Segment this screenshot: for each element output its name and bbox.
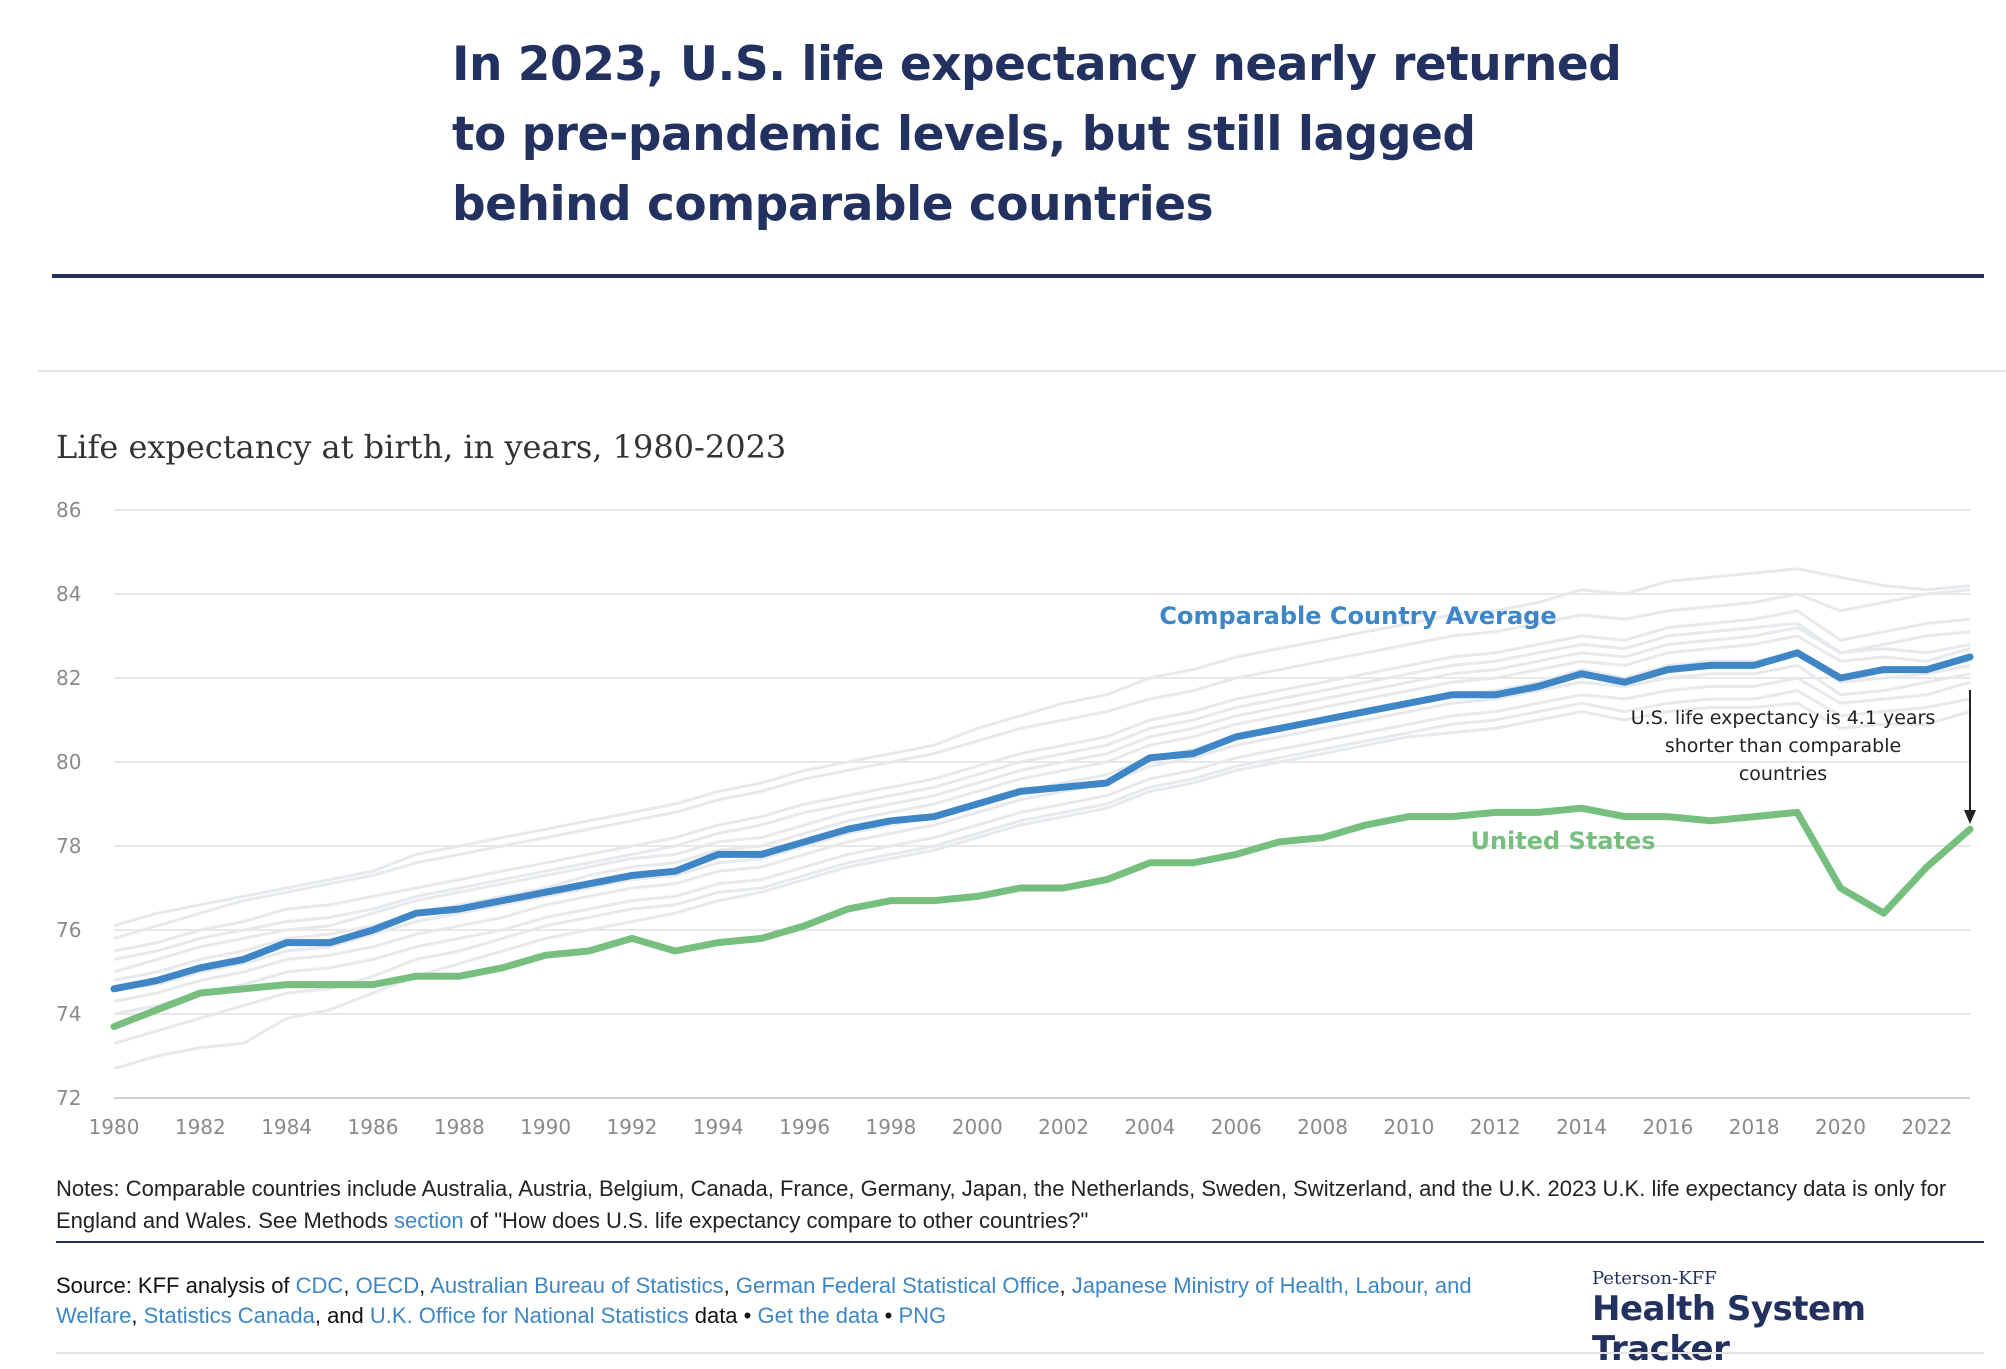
- comparable-series-label: Comparable Country Average: [1159, 602, 1556, 630]
- x-tick-label: 2016: [1642, 1115, 1693, 1139]
- country-line: [113, 588, 1971, 940]
- comparable-average-line: [110, 649, 1974, 993]
- get-data-link[interactable]: Get the data: [757, 1303, 879, 1328]
- headline: In 2023, U.S. life expectancy nearly ret…: [452, 37, 1622, 232]
- x-tick-label: 2006: [1211, 1115, 1262, 1139]
- y-tick-label: 86: [56, 498, 81, 522]
- x-tick-label: 2020: [1815, 1115, 1866, 1139]
- y-tick-label: 76: [56, 918, 81, 942]
- annotations: Comparable Country Average United States U…: [1159, 602, 1976, 855]
- cdc-link[interactable]: CDC: [295, 1273, 344, 1298]
- destatis-link[interactable]: German Federal Statistical Office: [735, 1273, 1060, 1298]
- gap-note-line: U.S. life expectancy is 4.1 years: [1631, 707, 1935, 729]
- separator: ,: [1059, 1273, 1072, 1298]
- separator: ,: [131, 1303, 144, 1328]
- x-tick-label: 2002: [1038, 1115, 1089, 1139]
- notes-divider: [56, 1241, 1984, 1243]
- logo-top-text: Peterson-KFF: [1592, 1268, 1717, 1289]
- us-series-label: United States: [1470, 827, 1655, 855]
- country-line: [113, 676, 1971, 1016]
- separator: , and: [314, 1303, 370, 1328]
- x-tick-label: 1988: [434, 1115, 485, 1139]
- country-line: [113, 663, 1971, 1003]
- country-line: [113, 621, 1971, 961]
- x-tick-label: 2000: [952, 1115, 1003, 1139]
- united-states-line: [110, 804, 1974, 1031]
- background-country-lines: [113, 567, 1971, 1071]
- country-line: [113, 626, 1971, 974]
- japan-ministry-link[interactable]: Japanese Ministry of Health, Labour, and…: [56, 1273, 1472, 1328]
- abs-link[interactable]: Australian Bureau of Statistics: [430, 1273, 724, 1298]
- y-tick-label: 72: [56, 1086, 81, 1110]
- ons-link[interactable]: U.K. Office for National Statistics: [369, 1303, 689, 1328]
- y-tick-label: 84: [56, 582, 81, 606]
- country-line: [113, 567, 1971, 928]
- bottom-divider: [56, 1352, 1984, 1354]
- headline-divider: [52, 274, 1984, 278]
- x-tick-label: 1994: [693, 1115, 744, 1139]
- notes-text-end: of "How does U.S. life expectancy compar…: [463, 1208, 1089, 1233]
- separator: data •: [688, 1303, 758, 1328]
- separator: ,: [723, 1273, 736, 1298]
- x-axis-ticks: 1980 1982 1984 1986 1988 1990 1992 1994 1996 1998…: [89, 1115, 1953, 1139]
- png-link[interactable]: PNG: [898, 1303, 947, 1328]
- statcan-link[interactable]: Statistics Canada: [143, 1303, 315, 1328]
- country-line: [113, 609, 1971, 953]
- y-tick-label: 78: [56, 834, 81, 858]
- country-line: [113, 689, 1971, 1045]
- y-axis-ticks: 72 74 76 78 80 82 84 86: [56, 498, 81, 1110]
- y-tick-label: 80: [56, 750, 81, 774]
- line-chart: 72 74 76 78 80 82 84 86 1980 1982 1984 1986 1988 199…: [56, 498, 1976, 1139]
- x-tick-label: 1984: [261, 1115, 312, 1139]
- x-tick-label: 1986: [348, 1115, 399, 1139]
- x-tick-label: 2022: [1901, 1115, 1952, 1139]
- notes-text: Notes: Comparable countries include Aust…: [56, 1176, 1947, 1233]
- x-tick-label: 1982: [175, 1115, 226, 1139]
- gap-note-line: countries: [1739, 763, 1827, 785]
- logo-main-text: Health System Tracker: [1592, 1289, 1866, 1369]
- x-tick-label: 1992: [607, 1115, 658, 1139]
- gap-arrow-head: [1964, 810, 1976, 824]
- source: Source: KFF analysis of CDC, OECD, Austr…: [56, 1271, 1476, 1331]
- section-divider: [38, 370, 2006, 372]
- x-tick-label: 2008: [1297, 1115, 1348, 1139]
- x-tick-label: 1990: [520, 1115, 571, 1139]
- x-tick-label: 2004: [1124, 1115, 1175, 1139]
- x-tick-label: 1980: [89, 1115, 140, 1139]
- x-tick-label: 2014: [1556, 1115, 1607, 1139]
- x-tick-label: 1998: [865, 1115, 916, 1139]
- separator: ,: [343, 1273, 356, 1298]
- separator: •: [878, 1303, 899, 1328]
- section-link[interactable]: section: [393, 1208, 464, 1233]
- y-tick-label: 82: [56, 666, 81, 690]
- y-tick-label: 74: [56, 1002, 81, 1026]
- x-tick-label: 1996: [779, 1115, 830, 1139]
- gap-note-line: shorter than comparable: [1665, 735, 1901, 757]
- notes: Notes: Comparable countries include Aust…: [56, 1173, 1956, 1237]
- x-tick-label: 2010: [1383, 1115, 1434, 1139]
- oecd-link[interactable]: OECD: [355, 1273, 420, 1298]
- chart-title: Life expectancy at birth, in years, 1980…: [56, 428, 787, 466]
- grid-lines: [114, 509, 1970, 1099]
- main-series-lines: [110, 649, 1974, 1031]
- source-prefix: Source: KFF analysis of: [56, 1273, 296, 1298]
- x-tick-label: 2018: [1729, 1115, 1780, 1139]
- separator: ,: [419, 1273, 431, 1298]
- x-tick-label: 2012: [1470, 1115, 1521, 1139]
